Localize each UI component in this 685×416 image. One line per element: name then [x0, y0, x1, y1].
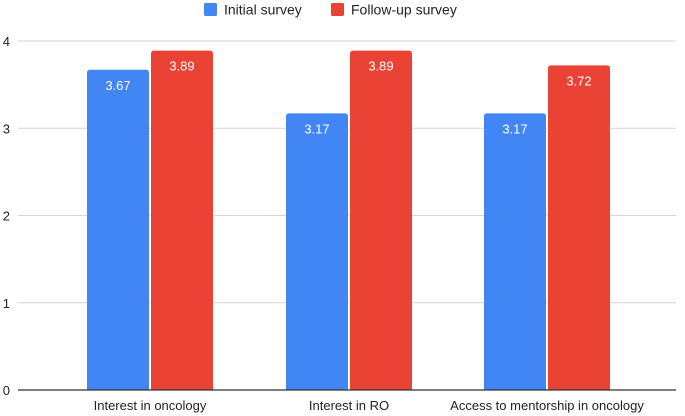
bar-data-labels: 3.67 3.89 3.17 3.89 3.17 3.72 [105, 59, 591, 137]
y-tick-label-0: 0 [3, 383, 10, 398]
bar-follow-up-survey-interest-in-oncology [151, 50, 213, 390]
bars [87, 50, 610, 391]
x-category-label-interest-in-oncology: Interest in oncology [94, 398, 207, 413]
bar-initial-survey-access-to-mentorship [484, 113, 546, 390]
y-tick-label-1: 1 [3, 296, 10, 311]
x-category-label-access-to-mentorship: Access to mentorship in oncology [450, 398, 644, 413]
x-axis-category-labels: Interest in oncology Interest in RO Access… [94, 398, 645, 413]
y-axis-ticks: 0 1 2 3 4 [3, 34, 10, 398]
legend-swatch-initial-survey [204, 3, 217, 16]
legend-label-follow-up-survey: Follow-up survey [351, 2, 457, 18]
bar-label-follow-up-survey-interest-in-oncology: 3.89 [169, 59, 194, 74]
y-tick-label-2: 2 [3, 209, 10, 224]
y-tick-label-4: 4 [3, 34, 10, 49]
bar-follow-up-survey-interest-in-ro [350, 50, 412, 390]
legend-label-initial-survey: Initial survey [224, 2, 302, 18]
legend: Initial survey Follow-up survey [204, 2, 457, 18]
y-tick-label-3: 3 [3, 121, 10, 136]
bar-label-follow-up-survey-access-to-mentorship: 3.72 [566, 73, 591, 88]
bar-label-initial-survey-access-to-mentorship: 3.17 [502, 121, 527, 136]
bar-label-initial-survey-interest-in-ro: 3.17 [304, 121, 329, 136]
bar-initial-survey-interest-in-oncology [87, 69, 149, 390]
bar-initial-survey-interest-in-ro [286, 113, 348, 390]
legend-swatch-follow-up-survey [331, 3, 344, 16]
bar-label-follow-up-survey-interest-in-ro: 3.89 [368, 59, 393, 74]
bar-label-initial-survey-interest-in-oncology: 3.67 [105, 78, 130, 93]
x-category-label-interest-in-ro: Interest in RO [309, 398, 389, 413]
bar-follow-up-survey-access-to-mentorship [548, 65, 610, 391]
